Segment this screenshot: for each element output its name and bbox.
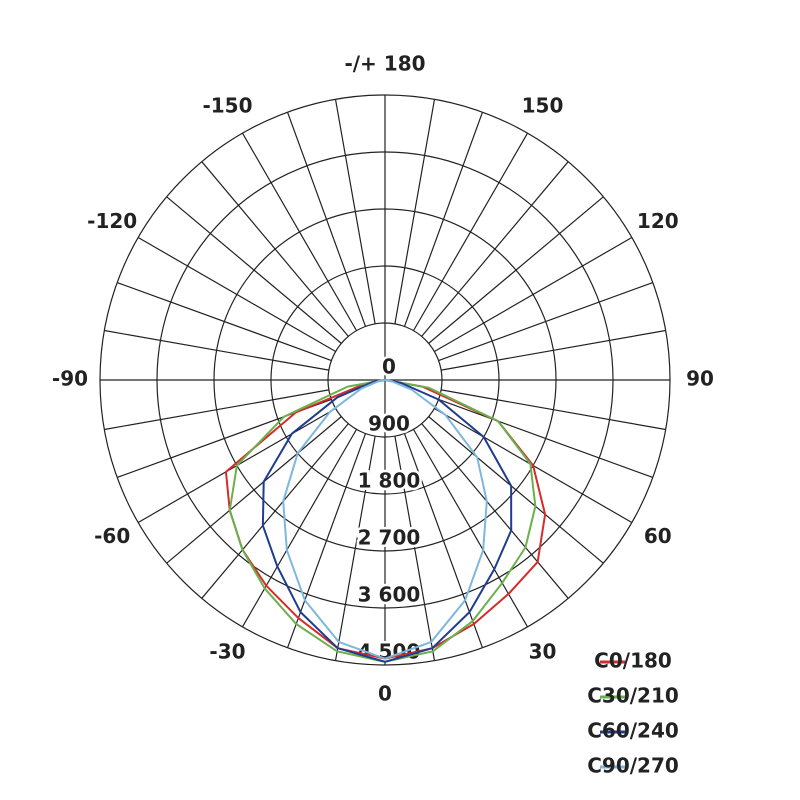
radial-grid xyxy=(116,281,332,362)
radial-grid xyxy=(434,236,633,353)
radial-label: 1 800 xyxy=(358,469,421,493)
radial-grid xyxy=(441,389,666,431)
intensity-curve xyxy=(282,379,488,660)
angle-label: -150 xyxy=(202,94,252,118)
legend-label: C60/240 xyxy=(587,719,679,743)
radial-grid xyxy=(241,429,358,628)
radial-grid xyxy=(241,132,358,331)
radial-grid xyxy=(441,329,666,371)
radial-label: 0 xyxy=(382,355,396,379)
radial-grid xyxy=(394,99,436,324)
radial-grid xyxy=(412,132,529,331)
angle-label: 90 xyxy=(686,367,714,391)
radial-grid xyxy=(104,389,329,431)
radial-grid xyxy=(137,236,336,353)
radial-grid xyxy=(394,436,436,661)
angle-label: -90 xyxy=(52,367,88,391)
radial-label: 3 600 xyxy=(358,583,421,607)
angle-label: -/+ 180 xyxy=(344,52,425,76)
radial-grid xyxy=(104,329,329,371)
legend-label: C90/270 xyxy=(587,754,679,778)
radial-grid xyxy=(428,196,604,344)
radial-grid xyxy=(286,111,367,327)
radial-grid xyxy=(166,416,342,564)
radial-grid xyxy=(334,99,376,324)
angle-label: 30 xyxy=(529,639,557,663)
radial-grid xyxy=(201,423,349,599)
radial-grid xyxy=(438,398,654,479)
angle-label: 60 xyxy=(644,524,672,548)
legend-label: C30/210 xyxy=(587,684,679,708)
radial-grid xyxy=(166,196,342,344)
angle-label: 0 xyxy=(378,682,392,706)
radial-grid xyxy=(438,281,654,362)
legend-label: C0/180 xyxy=(594,649,672,673)
radial-grid xyxy=(403,111,484,327)
angle-label: 120 xyxy=(637,209,679,233)
radial-grid xyxy=(428,416,604,564)
radial-grid xyxy=(421,423,569,599)
radial-label: 900 xyxy=(368,412,410,436)
angle-label: -60 xyxy=(94,524,130,548)
angle-label: -120 xyxy=(87,209,137,233)
radial-grid xyxy=(421,161,569,337)
angle-label: -30 xyxy=(209,639,245,663)
angle-label: 150 xyxy=(522,94,564,118)
radial-grid xyxy=(201,161,349,337)
radial-label: 2 700 xyxy=(358,526,421,550)
intensity-curve xyxy=(261,379,513,663)
radial-grid xyxy=(286,433,367,649)
radial-grid xyxy=(334,436,376,661)
